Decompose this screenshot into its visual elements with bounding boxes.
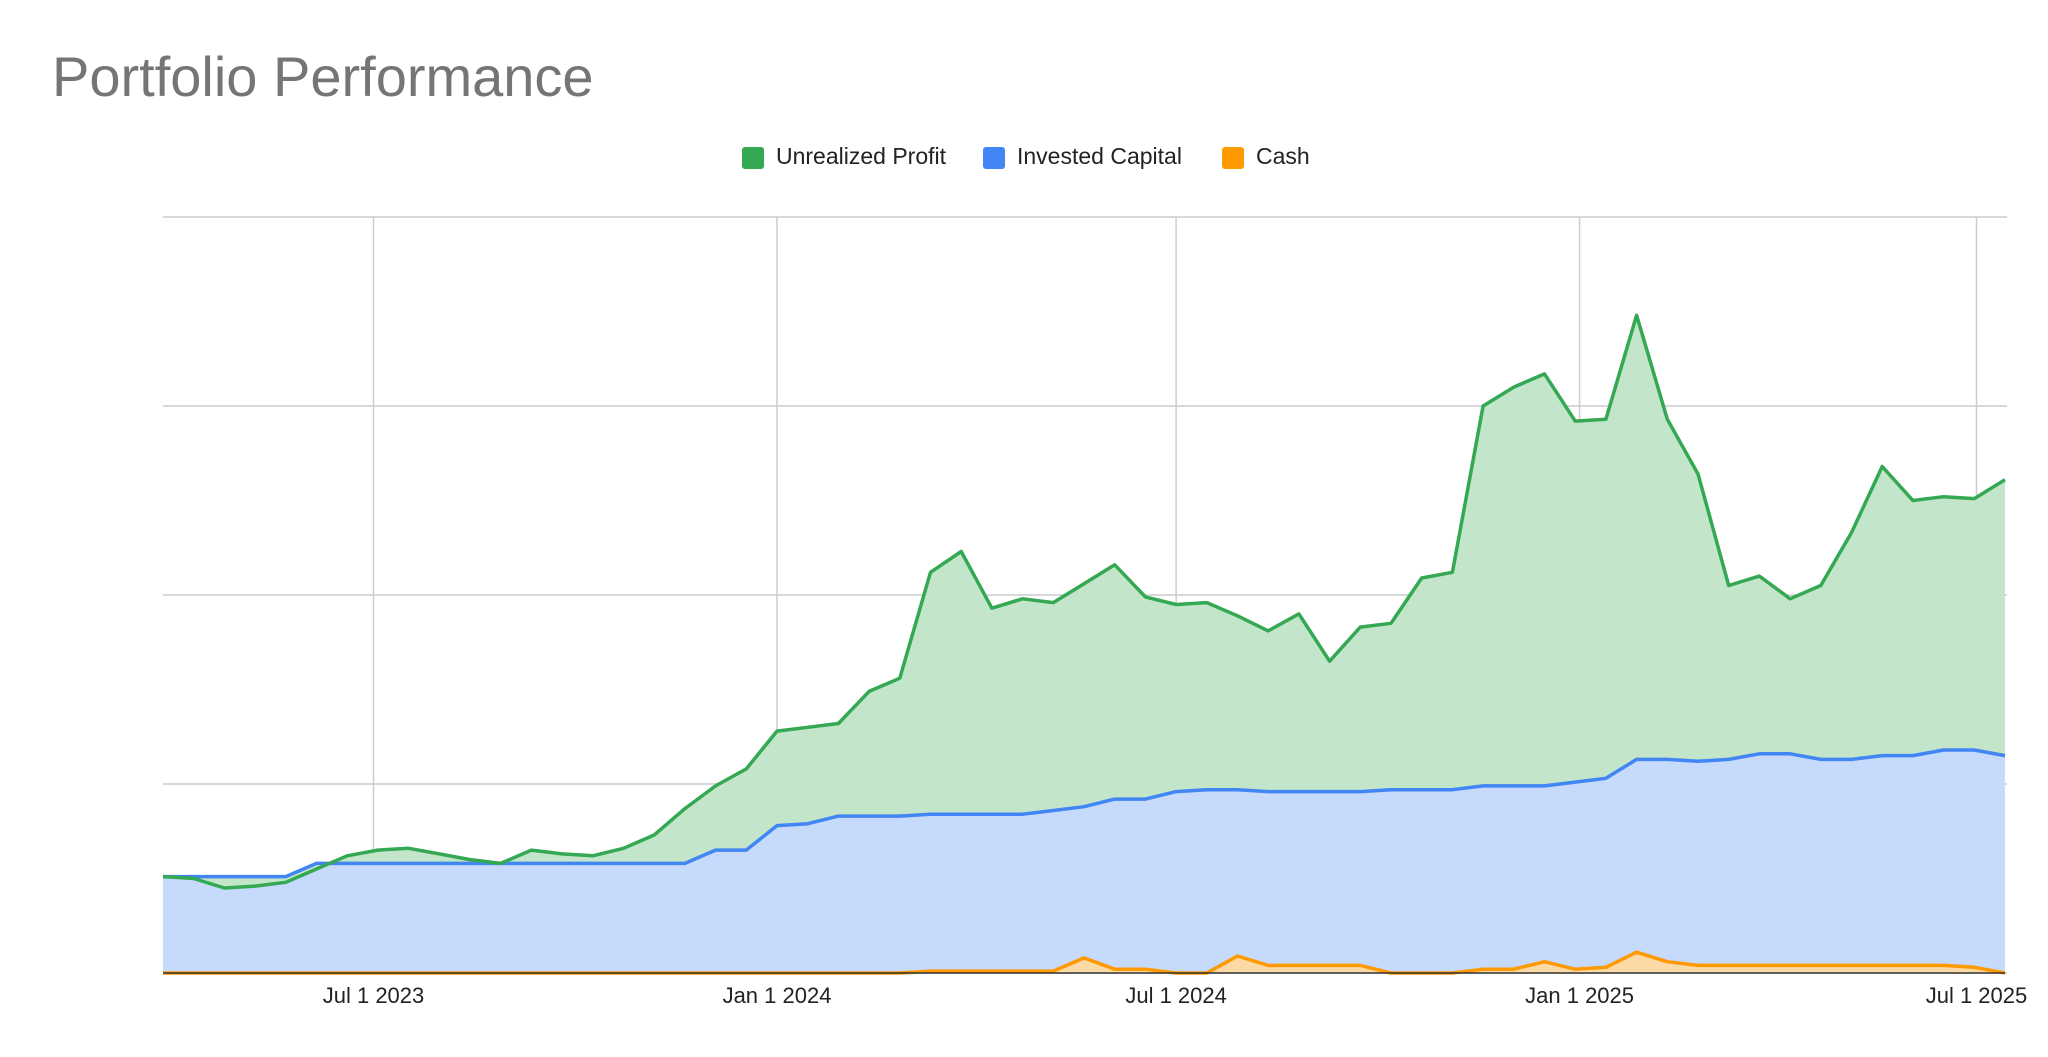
areas [163, 315, 2005, 973]
legend: Unrealized Profit Invested Capital Cash [742, 143, 1310, 169]
legend-swatch [983, 147, 1005, 169]
legend-swatch [742, 147, 764, 169]
legend-swatch [1222, 147, 1244, 169]
x-tick-label: Jul 1 2023 [323, 983, 425, 1008]
x-tick-label: Jan 1 2024 [723, 983, 832, 1008]
area-fill [163, 750, 2005, 973]
area-line [162, 313, 2006, 890]
legend-label: Cash [1256, 143, 1310, 169]
x-tick-label: Jan 1 2025 [1525, 983, 1634, 1008]
area-fill [163, 952, 2005, 973]
area-fill [163, 315, 2005, 888]
chart-title: Portfolio Performance [52, 45, 594, 108]
x-tick-label: Jul 1 2025 [1926, 983, 2028, 1008]
legend-label: Unrealized Profit [776, 143, 947, 169]
legend-label: Invested Capital [1017, 143, 1182, 169]
area-line [163, 748, 2006, 879]
x-tick-label: Jul 1 2024 [1125, 983, 1227, 1008]
